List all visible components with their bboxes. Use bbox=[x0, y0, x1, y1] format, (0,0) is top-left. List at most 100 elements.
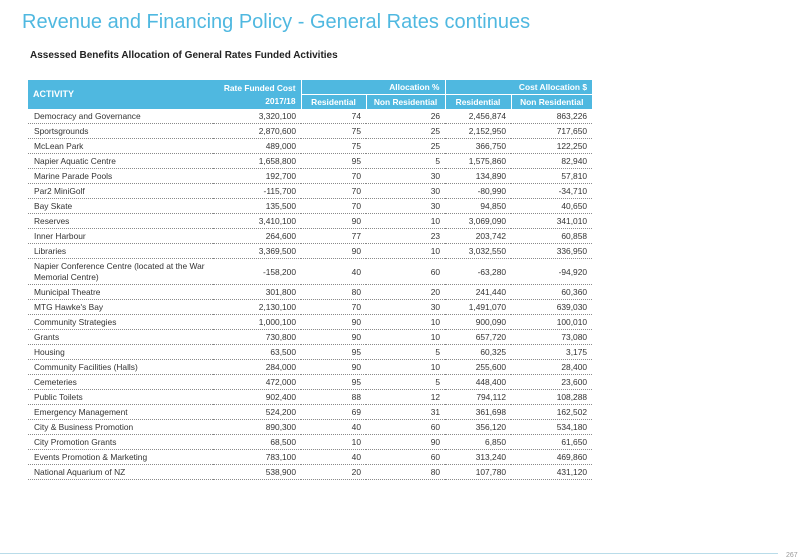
non-residential-cost-cell: 341,010 bbox=[511, 213, 593, 229]
residential-percent-cell: 90 bbox=[301, 329, 366, 345]
table-row: Marine Parade Pools 192,700 70 30 134,890 57,… bbox=[28, 168, 593, 184]
footer-divider bbox=[0, 553, 778, 554]
rate-funded-cost-header-line1: Rate Funded Cost bbox=[223, 82, 296, 93]
table-row: Public Toilets 902,400 88 12 794,112 108,288 bbox=[28, 389, 593, 405]
non-residential-cost-cell: 162,502 bbox=[511, 404, 593, 420]
non-residential-cost-cell: 61,650 bbox=[511, 434, 593, 450]
residential-cost-cell: 900,090 bbox=[445, 314, 512, 330]
table-row: Cemeteries 472,000 95 5 448,400 23,600 bbox=[28, 374, 593, 390]
rate-funded-cost-cell: 3,410,100 bbox=[213, 213, 301, 229]
residential-cost-cell: 794,112 bbox=[445, 389, 512, 405]
rate-funded-cost-cell: 538,900 bbox=[213, 464, 301, 480]
activity-cell: Community Strategies bbox=[28, 314, 213, 330]
table-row: Inner Harbour 264,600 77 23 203,742 60,858 bbox=[28, 228, 593, 244]
residential-cost-cell: 356,120 bbox=[445, 419, 512, 435]
non-residential-cost-cell: 57,810 bbox=[511, 168, 593, 184]
non-residential-percent-cell: 26 bbox=[366, 109, 446, 124]
residential-cost-cell: 6,850 bbox=[445, 434, 512, 450]
residential-cost-cell: 107,780 bbox=[445, 464, 512, 480]
rate-funded-cost-cell: 489,000 bbox=[213, 138, 301, 154]
non-residential-percent-cell: 10 bbox=[366, 329, 446, 345]
non-residential-percent-cell: 5 bbox=[366, 153, 446, 169]
activity-cell: Grants bbox=[28, 329, 213, 345]
residential-cost-cell: 241,440 bbox=[445, 284, 512, 300]
non-residential-cost-cell: -34,710 bbox=[511, 183, 593, 199]
table-header: ACTIVITY Rate Funded Cost 2017/18 Alloca… bbox=[28, 80, 593, 109]
residential-percent-cell: 80 bbox=[301, 284, 366, 300]
residential-cost-cell: 1,491,070 bbox=[445, 299, 512, 315]
table-row: Napier Conference Centre (located at the… bbox=[28, 258, 593, 285]
non-residential-cost-cell: 639,030 bbox=[511, 299, 593, 315]
table-row: Grants 730,800 90 10 657,720 73,080 bbox=[28, 329, 593, 345]
residential-percent-cell: 90 bbox=[301, 213, 366, 229]
non-residential-percent-cell: 30 bbox=[366, 168, 446, 184]
rate-funded-cost-cell: 730,800 bbox=[213, 329, 301, 345]
residential-cost-cell: 361,698 bbox=[445, 404, 512, 420]
rate-funded-cost-cell: 2,130,100 bbox=[213, 299, 301, 315]
cost-allocation-group-header: Cost Allocation $ bbox=[444, 80, 593, 95]
non-residential-cost-cell: 23,600 bbox=[511, 374, 593, 390]
residential-cost-cell: 657,720 bbox=[445, 329, 512, 345]
non-residential-cost-cell: 108,288 bbox=[511, 389, 593, 405]
residential-cost-cell: 2,456,874 bbox=[445, 109, 512, 124]
activity-cell: Sportsgrounds bbox=[28, 123, 213, 139]
rate-funded-cost-cell: 1,658,800 bbox=[213, 153, 301, 169]
non-residential-cost-cell: 3,175 bbox=[511, 344, 593, 360]
residential-cost-cell: 313,240 bbox=[445, 449, 512, 465]
rate-funded-cost-cell: 2,870,600 bbox=[213, 123, 301, 139]
non-residential-cost-cell: 60,360 bbox=[511, 284, 593, 300]
residential-cost-cell: 3,069,090 bbox=[445, 213, 512, 229]
rate-funded-cost-cell: 192,700 bbox=[213, 168, 301, 184]
rate-funded-cost-cell: 1,000,100 bbox=[213, 314, 301, 330]
non-residential-percent-cell: 10 bbox=[366, 359, 446, 375]
residential-cost-cell: 134,890 bbox=[445, 168, 512, 184]
non-residential-percent-cell: 25 bbox=[366, 138, 446, 154]
rates-allocation-table: ACTIVITY Rate Funded Cost 2017/18 Alloca… bbox=[28, 80, 593, 480]
residential-cost-cell: 255,600 bbox=[445, 359, 512, 375]
non-residential-percent-cell: 10 bbox=[366, 213, 446, 229]
table-row: City Promotion Grants 68,500 10 90 6,850 61,6… bbox=[28, 434, 593, 450]
activity-cell: MTG Hawke's Bay bbox=[28, 299, 213, 315]
residential-percent-cell: 69 bbox=[301, 404, 366, 420]
activity-cell: Events Promotion & Marketing bbox=[28, 449, 213, 465]
residential-cost-cell: 94,850 bbox=[445, 198, 512, 214]
non-residential-percent-cell: 20 bbox=[366, 284, 446, 300]
non-residential-percent-cell: 60 bbox=[366, 258, 446, 285]
activity-cell: City & Business Promotion bbox=[28, 419, 213, 435]
non-residential-cost-cell: 122,250 bbox=[511, 138, 593, 154]
non-residential-percent-cell: 10 bbox=[366, 243, 446, 259]
residential-percent-cell: 90 bbox=[301, 243, 366, 259]
residential-percent-cell: 20 bbox=[301, 464, 366, 480]
table-row: National Aquarium of NZ 538,900 20 80 107,78… bbox=[28, 464, 593, 480]
table-row: Reserves 3,410,100 90 10 3,069,090 341,010 bbox=[28, 213, 593, 229]
header-row-sub: Residential Non Residential Residential … bbox=[28, 94, 593, 109]
activity-cell: Napier Conference Centre (located at the… bbox=[28, 258, 213, 285]
table-row: MTG Hawke's Bay 2,130,100 70 30 1,491,070 639… bbox=[28, 299, 593, 315]
non-residential-cost-cell: 100,010 bbox=[511, 314, 593, 330]
residential-percent-cell: 70 bbox=[301, 183, 366, 199]
non-residential-percent-cell: 80 bbox=[366, 464, 446, 480]
residential-percent-cell: 74 bbox=[301, 109, 366, 124]
table-row: Bay Skate 135,500 70 30 94,850 40,650 bbox=[28, 198, 593, 214]
residential-percent-cell: 40 bbox=[301, 449, 366, 465]
table-row: Par2 MiniGolf -115,700 70 30 -80,990 -34,710 bbox=[28, 183, 593, 199]
activity-cell: Housing bbox=[28, 344, 213, 360]
residential-percent-cell: 10 bbox=[301, 434, 366, 450]
non-residential-percent-cell: 90 bbox=[366, 434, 446, 450]
non-residential-cost-cell: 431,120 bbox=[511, 464, 593, 480]
activity-column-header: ACTIVITY bbox=[28, 80, 213, 109]
rate-funded-cost-cell: 63,500 bbox=[213, 344, 301, 360]
table-row: Housing 63,500 95 5 60,325 3,175 bbox=[28, 344, 593, 360]
activity-cell: Libraries bbox=[28, 243, 213, 259]
non-residential-percent-cell: 31 bbox=[366, 404, 446, 420]
non-residential-cost-cell: 863,226 bbox=[511, 109, 593, 124]
rate-funded-cost-cell: 264,600 bbox=[213, 228, 301, 244]
non-residential-cost-cell: 717,650 bbox=[511, 123, 593, 139]
activity-cell: Municipal Theatre bbox=[28, 284, 213, 300]
residential-percent-cell: 95 bbox=[301, 374, 366, 390]
non-residential-percent-cell: 60 bbox=[366, 449, 446, 465]
residential-cost-cell: 1,575,860 bbox=[445, 153, 512, 169]
non-residential-percent-cell: 5 bbox=[366, 374, 446, 390]
activity-cell: Community Facilities (Halls) bbox=[28, 359, 213, 375]
cost-non-residential-header: Non Residential bbox=[510, 94, 593, 109]
